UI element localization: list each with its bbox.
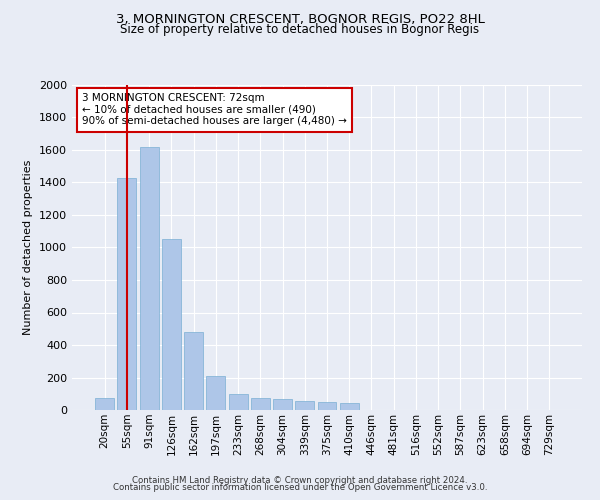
Bar: [317, 402, 337, 410]
Text: 3 MORNINGTON CRESCENT: 72sqm
← 10% of detached houses are smaller (490)
90% of s: 3 MORNINGTON CRESCENT: 72sqm ← 10% of de…: [82, 93, 347, 126]
Bar: [273, 398, 292, 410]
Bar: [140, 146, 158, 410]
Bar: [229, 394, 248, 410]
Bar: [340, 402, 359, 410]
Bar: [251, 398, 270, 410]
Bar: [295, 401, 314, 410]
Bar: [95, 398, 114, 410]
Bar: [184, 332, 203, 410]
Text: 3, MORNINGTON CRESCENT, BOGNOR REGIS, PO22 8HL: 3, MORNINGTON CRESCENT, BOGNOR REGIS, PO…: [116, 12, 484, 26]
Text: Contains HM Land Registry data © Crown copyright and database right 2024.: Contains HM Land Registry data © Crown c…: [132, 476, 468, 485]
Text: Contains public sector information licensed under the Open Government Licence v3: Contains public sector information licen…: [113, 484, 487, 492]
Bar: [206, 376, 225, 410]
Y-axis label: Number of detached properties: Number of detached properties: [23, 160, 34, 335]
Bar: [162, 240, 181, 410]
Text: Size of property relative to detached houses in Bognor Regis: Size of property relative to detached ho…: [121, 22, 479, 36]
Bar: [118, 178, 136, 410]
